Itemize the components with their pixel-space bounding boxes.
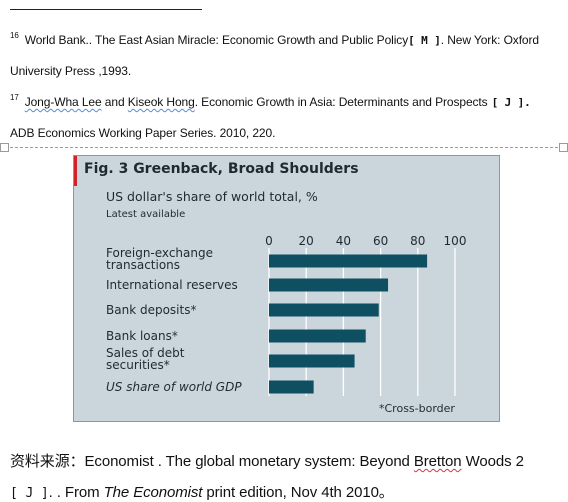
bar [269, 254, 428, 268]
source-text: Economist . The global monetary system: … [84, 453, 414, 470]
category-label: Sales of debt [106, 346, 185, 360]
category-label: International reserves [106, 278, 238, 292]
x-tick-label: 100 [444, 234, 467, 248]
bar [269, 329, 366, 343]
citation-type-bracket: [ J ]. [491, 96, 531, 109]
chart-note: Latest available [106, 209, 185, 220]
bar-chart: Fig. 3 Greenback, Broad Shoulders US doll… [84, 161, 467, 415]
bar [269, 380, 314, 394]
chart-footnote: *Cross-border [379, 402, 455, 415]
source-text-tail: print edition, Nov 4th 2010。 [202, 484, 394, 501]
chart-figure: Fig. 3 Greenback, Broad Shoulders US doll… [73, 155, 500, 422]
category-label: Bank loans* [106, 329, 178, 343]
category-label: securities* [106, 358, 170, 372]
footnote-17: 17 Jong-Wha Lee and Kiseok Hong. Economic… [10, 93, 531, 109]
x-tick-label: 20 [299, 234, 314, 248]
footnote-16-continued: University Press ,1993. [10, 64, 132, 78]
footnote-17-continued: ADB Economics Working Paper Series. 2010… [10, 126, 276, 140]
source-text-tail: Woods 2 [461, 453, 524, 470]
footnote-text: World Bank.. The East Asian Miracle: Eco… [24, 33, 409, 47]
margin-marker [0, 143, 9, 152]
source-text: . . From [48, 484, 104, 501]
category-label: transactions [106, 258, 180, 272]
source-line-continued: [ J ]. . From The Economist print editio… [10, 481, 394, 502]
footnote-text-tail: . New York: Oxford [440, 33, 539, 47]
author-name: Kiseok Hong [127, 95, 195, 109]
footnote-separator [10, 9, 202, 10]
x-tick-label: 60 [373, 234, 388, 248]
footnote-number: 17 [10, 93, 19, 102]
source-prefix: 资料来源： [10, 453, 85, 470]
source-term: Bretton [413, 453, 462, 470]
bar [269, 303, 379, 317]
economist-red-accent [74, 156, 77, 186]
page-break-line [0, 147, 568, 148]
bar [269, 354, 355, 368]
category-label: US share of world GDP [106, 380, 242, 394]
publication-name: The Economist [103, 484, 203, 501]
conjunction: and [101, 95, 128, 109]
source-line: 资料来源：Economist . The global monetary sys… [10, 450, 524, 471]
chart-title: Fig. 3 Greenback, Broad Shoulders [84, 161, 359, 177]
footnote-16: 16 World Bank.. The East Asian Miracle: E… [10, 31, 539, 47]
x-tick-label: 80 [410, 234, 425, 248]
footnote-number: 16 [10, 31, 19, 40]
x-tick-label: 0 [265, 234, 273, 248]
author-name: Jong-Wha Lee [24, 95, 102, 109]
footnote-text: . Economic Growth in Asia: Determinants … [194, 95, 488, 109]
bar [269, 278, 389, 292]
category-label: Bank deposits* [106, 303, 196, 317]
citation-type-bracket: [ M ] [408, 34, 441, 47]
margin-marker [559, 143, 568, 152]
citation-type-bracket: [ J ] [10, 486, 49, 501]
category-label: Foreign-exchange [106, 246, 213, 260]
x-tick-label: 40 [336, 234, 351, 248]
chart-subtitle: US dollar's share of world total, % [106, 189, 318, 204]
